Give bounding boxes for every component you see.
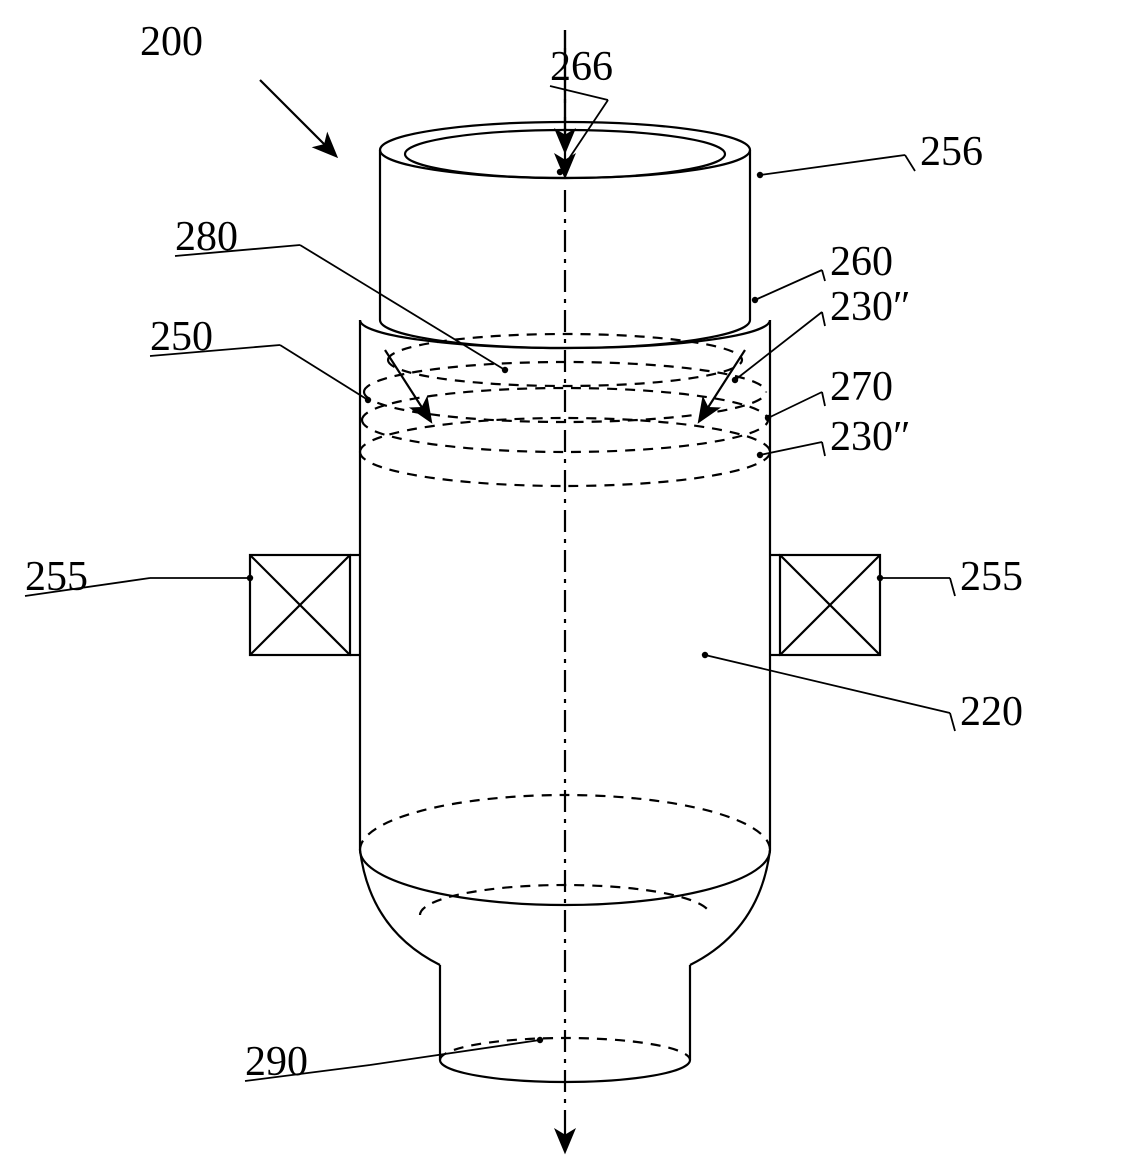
leader-256 [760, 155, 905, 175]
label-270: 270 [830, 364, 893, 410]
valve-right [780, 555, 880, 655]
leader-220 [705, 655, 950, 713]
leader-266 [560, 100, 608, 172]
label-260: 260 [830, 239, 893, 285]
leader-250 [280, 345, 368, 400]
label-290: 290 [245, 1039, 308, 1085]
leader-270 [768, 392, 822, 418]
label-230a: 230″ [830, 284, 911, 330]
leader-280 [300, 245, 505, 370]
label-255R: 255 [960, 554, 1023, 600]
label-220: 220 [960, 689, 1023, 735]
leader-290 [370, 1040, 540, 1065]
label-256: 256 [920, 129, 983, 175]
label-255L: 255 [25, 554, 88, 600]
valve-left [250, 555, 350, 655]
leader-230a [735, 312, 822, 380]
engineering-diagram: 200220250256260266270280290230″230″25525… [0, 0, 1131, 1160]
leader-200 [260, 80, 335, 155]
label-230b: 230″ [830, 414, 911, 460]
label-266: 266 [550, 44, 613, 90]
label-200: 200 [140, 19, 203, 65]
leader-260 [755, 270, 822, 300]
